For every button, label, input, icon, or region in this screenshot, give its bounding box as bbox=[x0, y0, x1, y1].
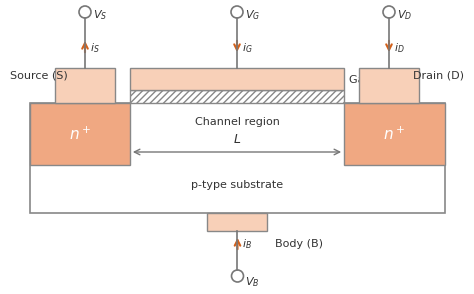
Text: $V_B$: $V_B$ bbox=[246, 275, 260, 289]
Text: $i_G$: $i_G$ bbox=[242, 41, 253, 55]
Text: $n^+$: $n^+$ bbox=[69, 125, 91, 143]
Bar bbox=[130, 68, 344, 90]
Bar bbox=[30, 103, 445, 213]
Bar bbox=[55, 68, 115, 103]
Text: $i_D$: $i_D$ bbox=[394, 41, 405, 55]
Text: $i_S$: $i_S$ bbox=[90, 41, 100, 55]
Bar bbox=[30, 103, 130, 165]
Text: Gate (G): Gate (G) bbox=[349, 74, 397, 84]
Text: $V_D$: $V_D$ bbox=[397, 8, 412, 22]
Text: $i_B$: $i_B$ bbox=[243, 237, 253, 251]
Text: Body (B): Body (B) bbox=[275, 239, 323, 249]
Text: $V_G$: $V_G$ bbox=[245, 8, 260, 22]
Text: Source (S): Source (S) bbox=[10, 70, 68, 80]
Text: L: L bbox=[234, 133, 240, 146]
Text: Drain (D): Drain (D) bbox=[413, 70, 464, 80]
Text: $V_S$: $V_S$ bbox=[93, 8, 107, 22]
Text: $n^+$: $n^+$ bbox=[383, 125, 406, 143]
Bar bbox=[130, 90, 344, 103]
Bar bbox=[359, 68, 419, 103]
Bar bbox=[344, 103, 445, 165]
Bar bbox=[208, 213, 267, 231]
Text: Channel region: Channel region bbox=[194, 117, 280, 127]
Text: p-type substrate: p-type substrate bbox=[191, 180, 283, 190]
